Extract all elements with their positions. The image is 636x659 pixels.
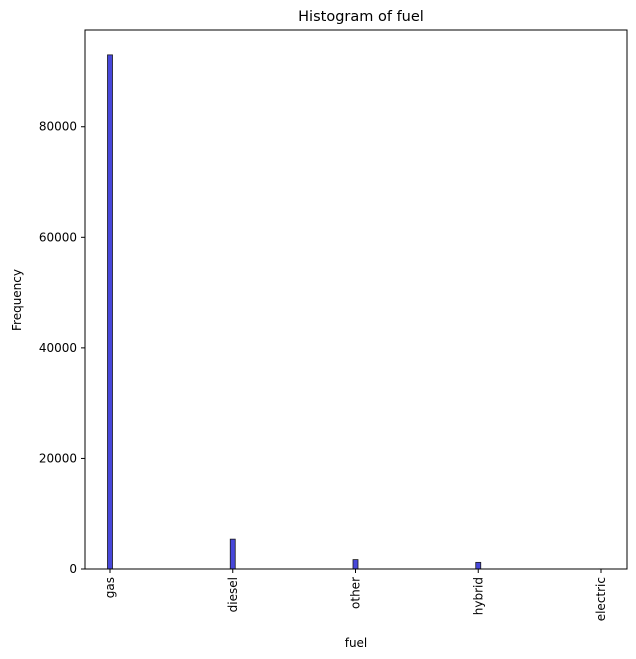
chart-title: Histogram of fuel — [298, 9, 424, 25]
bar-gas — [107, 54, 113, 570]
y-tick-label: 40000 — [39, 341, 77, 355]
x-tick-label-diesel: diesel — [226, 577, 240, 612]
plot-frame — [84, 29, 628, 570]
y-tick-label: 80000 — [39, 120, 77, 134]
x-tick-label-gas: gas — [103, 577, 117, 598]
x-axis-label: fuel — [345, 636, 368, 650]
y-tick-label: 60000 — [39, 230, 77, 244]
x-tick-label-hybrid: hybrid — [471, 577, 485, 615]
y-axis-ticks: 0 20000 40000 60000 80000 — [39, 120, 85, 576]
y-tick-label: 0 — [69, 562, 77, 576]
bar-other — [352, 559, 359, 570]
x-tick-label-electric: electric — [594, 577, 608, 621]
x-tick-label-other: other — [349, 577, 363, 609]
bar-diesel — [229, 538, 236, 570]
y-axis-label: Frequency — [10, 269, 24, 331]
bar-hybrid — [475, 561, 482, 570]
y-tick-label: 20000 — [39, 451, 77, 465]
x-axis-ticks: gas diesel other hybrid electric — [103, 569, 608, 621]
